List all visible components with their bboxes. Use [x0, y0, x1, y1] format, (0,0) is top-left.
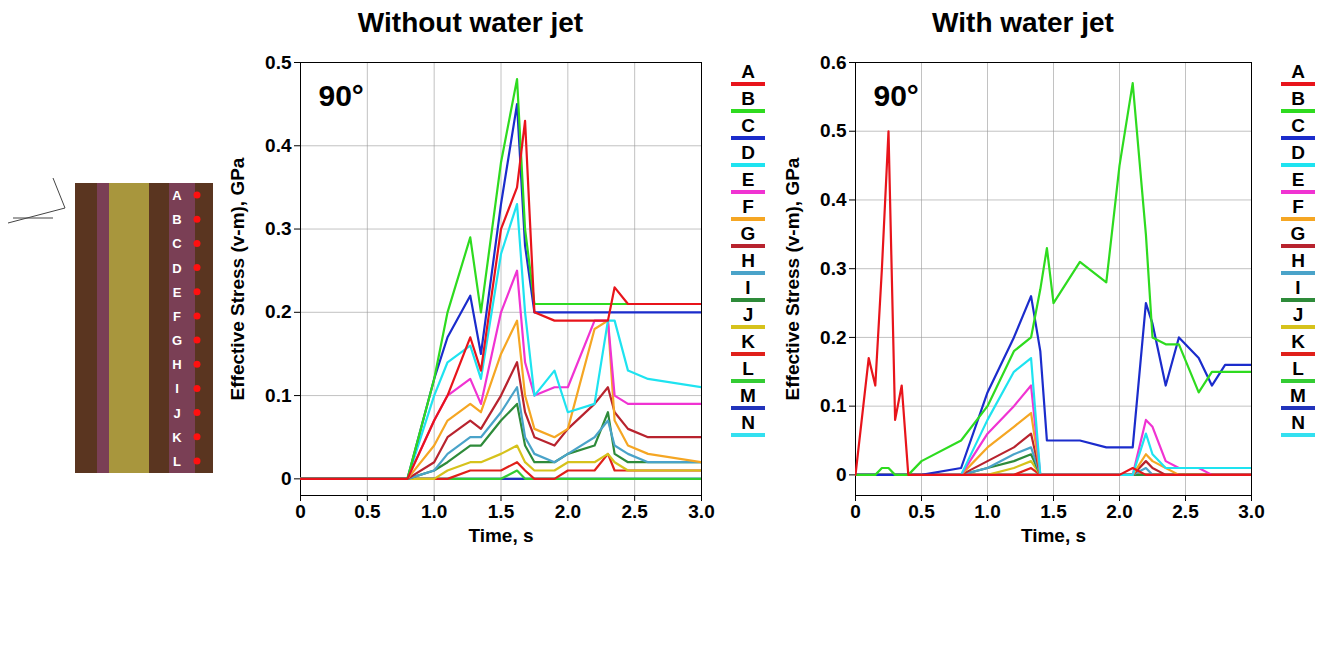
html-text:H: H — [1291, 250, 1305, 271]
svg-text:0.3: 0.3 — [265, 218, 291, 239]
svg-text:0.1: 0.1 — [820, 395, 847, 416]
html-text:D: D — [741, 142, 755, 163]
html-text:J: J — [742, 304, 754, 325]
html-text:D: D — [1291, 142, 1305, 163]
svg-text:0.5: 0.5 — [265, 52, 292, 73]
html-text:B: B — [741, 88, 755, 109]
svg-text:1.5: 1.5 — [1040, 501, 1067, 522]
html-text:A: A — [741, 61, 755, 82]
html-text:I: I — [745, 277, 751, 298]
svg-text:E: E — [173, 285, 182, 300]
svg-text:0.4: 0.4 — [820, 189, 847, 210]
html-text:N: N — [1291, 412, 1305, 433]
svg-text:D: D — [172, 261, 181, 276]
html-text:M: M — [740, 385, 756, 406]
svg-text:0.3: 0.3 — [820, 258, 846, 279]
svg-text:3.0: 3.0 — [1238, 501, 1264, 522]
svg-text:3.0: 3.0 — [688, 501, 714, 522]
svg-text:0.5: 0.5 — [820, 120, 847, 141]
svg-text:0.5: 0.5 — [908, 501, 935, 522]
svg-text:K: K — [172, 430, 182, 445]
html-text:I: I — [1295, 277, 1301, 298]
svg-text:A: A — [172, 188, 182, 203]
svg-text:2.0: 2.0 — [555, 501, 581, 522]
svg-text:0: 0 — [281, 468, 292, 489]
html-text:L: L — [1292, 358, 1304, 379]
svg-text:Time, s: Time, s — [468, 525, 533, 546]
html-text:F: F — [742, 196, 754, 217]
html-text:F: F — [1292, 196, 1304, 217]
svg-text:1.0: 1.0 — [974, 501, 1000, 522]
svg-text:G: G — [172, 333, 182, 348]
svg-text:H: H — [172, 357, 181, 372]
svg-text:Effective Stress (v-m), GPa: Effective Stress (v-m), GPa — [782, 157, 803, 400]
html-text:H: H — [741, 250, 755, 271]
svg-text:90°: 90° — [319, 79, 364, 112]
svg-text:F: F — [173, 309, 181, 324]
html-text:A: A — [1291, 61, 1305, 82]
html-text:C: C — [1291, 115, 1305, 136]
svg-text:L: L — [173, 454, 181, 469]
html-text:K: K — [1291, 331, 1305, 352]
svg-text:0.4: 0.4 — [265, 135, 292, 156]
svg-text:Effective Stress (v-m), GPa: Effective Stress (v-m), GPa — [227, 157, 248, 400]
html-text:G: G — [1290, 223, 1306, 244]
html-text:G: G — [740, 223, 756, 244]
html-text:M: M — [1290, 385, 1306, 406]
svg-text:0.2: 0.2 — [820, 327, 846, 348]
html-text:N: N — [741, 412, 755, 433]
svg-text:Time, s: Time, s — [1021, 525, 1086, 546]
html-text:K: K — [741, 331, 755, 352]
svg-text:1.0: 1.0 — [421, 501, 447, 522]
svg-text:0: 0 — [850, 501, 861, 522]
svg-text:C: C — [172, 236, 182, 251]
svg-text:2.0: 2.0 — [1106, 501, 1132, 522]
html-text:With water jet: With water jet — [932, 7, 1114, 38]
svg-text:90°: 90° — [874, 79, 919, 112]
svg-text:2.5: 2.5 — [621, 501, 648, 522]
html-text:J: J — [1292, 304, 1304, 325]
svg-text:0.5: 0.5 — [354, 501, 381, 522]
svg-text:I: I — [175, 381, 179, 396]
svg-text:0: 0 — [295, 501, 306, 522]
svg-text:2.5: 2.5 — [1172, 501, 1199, 522]
html-text:E: E — [1291, 169, 1305, 190]
svg-text:0.6: 0.6 — [820, 52, 846, 73]
svg-text:0: 0 — [836, 464, 847, 485]
svg-text:1.5: 1.5 — [488, 501, 515, 522]
html-text:Without water jet: Without water jet — [357, 7, 584, 38]
html-text:C: C — [741, 115, 755, 136]
html-text:E: E — [741, 169, 755, 190]
html-text:L: L — [742, 358, 754, 379]
html-text:B: B — [1291, 88, 1305, 109]
svg-text:B: B — [172, 212, 181, 227]
svg-text:J: J — [173, 406, 180, 421]
svg-text:0.2: 0.2 — [265, 301, 291, 322]
svg-text:0.1: 0.1 — [265, 385, 292, 406]
